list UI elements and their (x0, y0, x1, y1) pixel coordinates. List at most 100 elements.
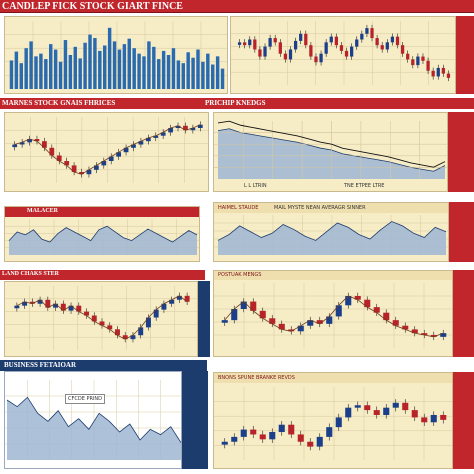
area-fill (9, 226, 197, 255)
candle-body (334, 36, 338, 46)
sub-bar-5r: BNONS SPUNE BRANKE REVDS (214, 373, 452, 383)
section-title-5l: BUSINESS FETAIOAR (4, 361, 77, 369)
section-title-2r: PRICHIP KNEDGS (205, 99, 266, 107)
candle-body (248, 39, 252, 46)
moving-average-line (16, 295, 188, 340)
section-bar-2: MARNES STOCK GNAIS FHRICES PRICHIP KNEDG… (0, 98, 474, 109)
candle-body (76, 305, 82, 312)
bar (196, 49, 200, 89)
candle-body (345, 296, 352, 306)
candle-body (86, 169, 92, 175)
bar (122, 44, 127, 89)
candle-body (431, 70, 435, 77)
candle-body (91, 315, 97, 322)
candle-body (446, 73, 451, 78)
candle-body (131, 144, 136, 148)
header-bar: CANDLEP FICK STOCK GIART FINCE (0, 0, 474, 13)
candle-body (231, 309, 238, 321)
candle-body (354, 405, 361, 408)
side-strip-5r (453, 372, 474, 469)
candle-body (326, 316, 333, 324)
candle-body (263, 46, 267, 57)
candle-body (169, 299, 175, 304)
bar (157, 59, 161, 89)
candle-body (175, 125, 181, 128)
candle-body (440, 333, 447, 337)
bar (78, 58, 82, 89)
candle-panel-5r: BNONS SPUNE BRANKE REVDS (213, 372, 453, 469)
candle-panel-4r: POSTUAK MENGS (213, 270, 453, 357)
candle-body (339, 45, 344, 51)
candle-body (383, 312, 390, 321)
candle-body (436, 67, 440, 77)
candle-body (392, 402, 399, 408)
bar (132, 48, 136, 89)
bar (176, 60, 181, 89)
area-line (217, 221, 447, 241)
bar (29, 41, 33, 89)
candle-body (278, 424, 285, 433)
candle-body (335, 417, 342, 428)
candle-body (37, 299, 43, 304)
candle-body (176, 295, 182, 300)
volume-chart (5, 21, 227, 89)
section-title-3l: MALACER (27, 208, 58, 214)
candle-body (123, 147, 129, 153)
bar (220, 68, 225, 89)
bar (93, 38, 97, 89)
candle-body (250, 429, 257, 435)
candle-body (365, 28, 369, 34)
candle-body (250, 301, 257, 311)
side-strip-top (456, 16, 474, 94)
candle-body (324, 42, 328, 54)
bar (98, 50, 102, 89)
candle-body (231, 436, 238, 442)
subtitle-3r: MAIL MYSTE NEAN AVERAGR SINNER (274, 205, 366, 211)
candle-body (240, 301, 247, 309)
candle-body (153, 309, 159, 318)
axis-ticks-2r: TNE ETPEE LTRE (344, 183, 385, 189)
candle-body (60, 303, 66, 311)
candle-body (27, 139, 32, 143)
candle-body (153, 135, 159, 138)
candle-body (240, 429, 247, 437)
side-strip-4l (198, 281, 210, 357)
line-chart-2r (214, 120, 447, 179)
moving-average-line (14, 124, 201, 175)
candle-body (34, 139, 40, 142)
bar (161, 50, 166, 89)
candle-body (56, 155, 62, 161)
candle-body (269, 318, 276, 324)
box-label-5l: CFCDE PRIND (65, 394, 106, 404)
candle-body (237, 42, 242, 45)
candle-body (402, 402, 409, 411)
candle-body (307, 320, 314, 326)
candle-body (138, 327, 144, 336)
bar (117, 49, 122, 89)
candle-body (335, 305, 342, 317)
candle-body (430, 335, 437, 337)
area-panel-3l: MALACER (4, 206, 200, 262)
candle-body (12, 144, 18, 148)
section-title-4r: POSTUAK MENGS (218, 272, 262, 278)
bar (103, 45, 107, 89)
bar (186, 52, 190, 89)
bar (14, 51, 19, 89)
candle-body (373, 410, 380, 415)
candle-body (259, 310, 266, 319)
axis-label-2r: L L LTRIN (244, 183, 267, 189)
section-bar-4l: LAND CHAKS STER (0, 270, 205, 280)
candle-body (84, 311, 89, 316)
line-panel-2r: L L LTRIN TNE ETPEE LTRE (213, 112, 448, 192)
candle-body (375, 38, 379, 46)
candle-body (19, 142, 25, 145)
candle-chart-2l (5, 117, 208, 183)
side-strip-2 (448, 112, 474, 192)
candle-chart-4r (214, 283, 452, 348)
candle-body (183, 125, 188, 131)
page-title: CANDLEP FICK STOCK GIART FINCE (2, 1, 183, 12)
bar (215, 56, 220, 89)
candle-body (288, 329, 295, 332)
candle-body (441, 67, 445, 74)
side-strip-4r (453, 270, 474, 357)
